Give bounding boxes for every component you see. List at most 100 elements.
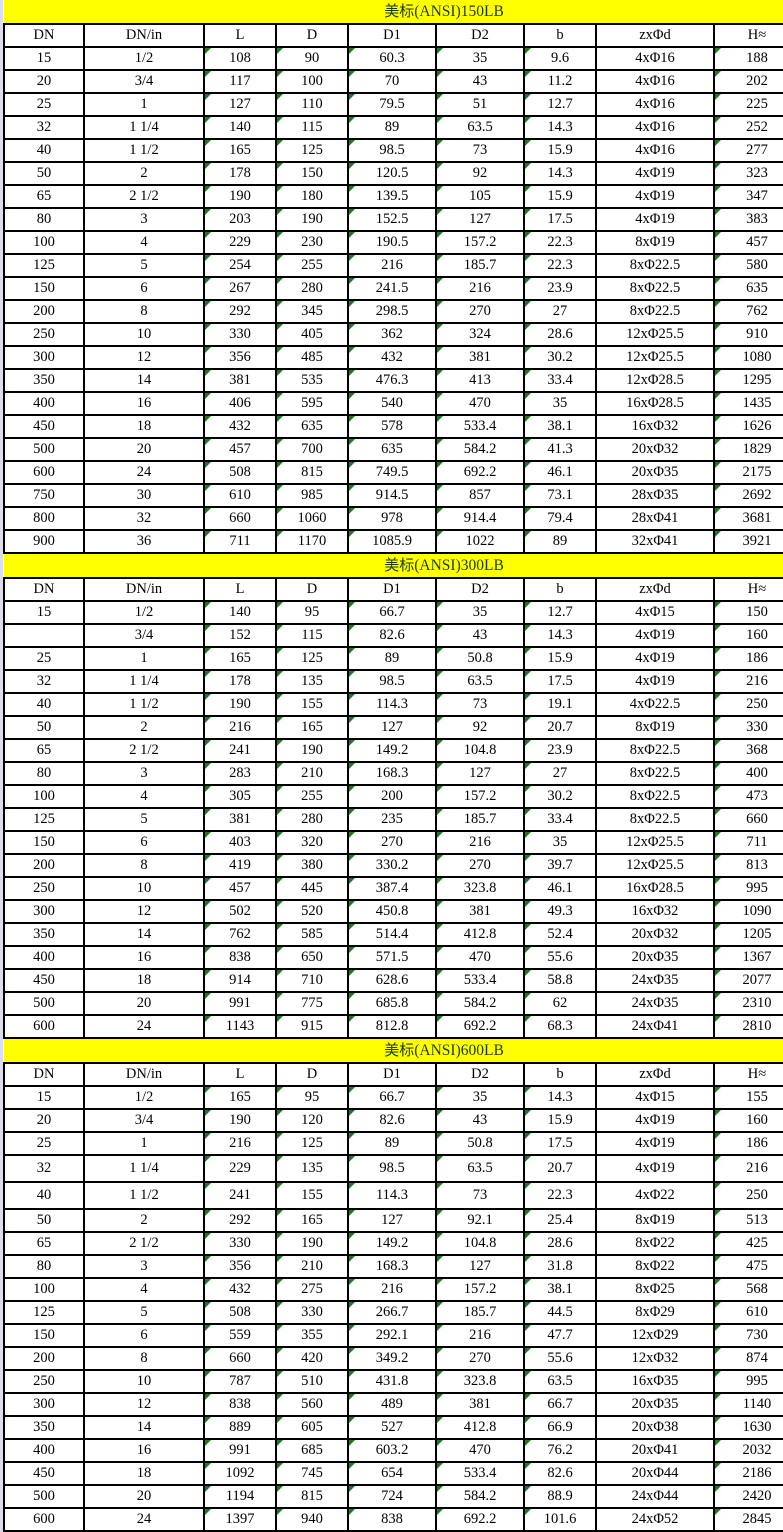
table-cell[interactable]: 1295 [713,368,783,393]
table-cell[interactable]: 35 [435,46,525,71]
table-cell[interactable]: 105 [435,184,525,209]
table-cell[interactable]: 20 [83,437,205,462]
table-cell[interactable]: 190.5 [347,230,437,255]
table-cell[interactable]: 127 [435,761,525,786]
table-cell[interactable]: 5 [83,807,205,832]
table-cell[interactable]: 508 [203,460,277,485]
table-cell[interactable]: 46.1 [523,876,597,901]
table-cell[interactable]: 4xΦ16 [595,46,715,71]
table-cell[interactable]: 692.2 [435,1507,525,1532]
table-cell[interactable]: 1194 [203,1484,277,1509]
table-cell[interactable]: 2 1/2 [83,184,205,209]
table-cell[interactable]: 600 [3,1014,85,1039]
table-cell[interactable]: 4 [83,230,205,255]
table-cell[interactable]: 700 [275,437,349,462]
table-cell[interactable]: 787 [203,1369,277,1394]
table-cell[interactable]: 323.8 [435,876,525,901]
table-cell[interactable]: 355 [275,1323,349,1348]
table-cell[interactable]: 1 1/4 [83,1154,205,1183]
table-cell[interactable]: 275 [275,1277,349,1302]
table-cell[interactable]: 44.5 [523,1300,597,1325]
table-cell[interactable]: 17.5 [523,1131,597,1156]
table-cell[interactable]: 8xΦ22.5 [595,807,715,832]
table-cell[interactable]: 20xΦ32 [595,922,715,947]
table-cell[interactable]: 4xΦ19 [595,669,715,694]
table-cell[interactable]: 120.5 [347,161,437,186]
table-cell[interactable]: 115 [275,623,349,648]
table-cell[interactable]: 60.3 [347,46,437,71]
table-cell[interactable]: 10 [83,1369,205,1394]
table-cell[interactable]: 838 [203,945,277,970]
table-cell[interactable]: 70 [347,69,437,94]
table-cell[interactable]: 654 [347,1461,437,1486]
table-cell[interactable]: 3 [83,761,205,786]
table-cell[interactable]: 585 [275,922,349,947]
table-cell[interactable]: 15 [3,46,85,71]
table-cell[interactable]: 33.4 [523,807,597,832]
table-cell[interactable]: 400 [3,1438,85,1463]
table-cell[interactable]: 22.3 [523,253,597,278]
table-cell[interactable]: 995 [713,876,783,901]
table-cell[interactable]: 36 [83,529,205,554]
table-cell[interactable]: 127 [347,1208,437,1233]
table-cell[interactable]: 125 [3,1300,85,1325]
table-cell[interactable]: 724 [347,1484,437,1509]
table-cell[interactable]: 46.1 [523,460,597,485]
table-cell[interactable]: 750 [3,483,85,508]
table-cell[interactable]: 350 [3,1415,85,1440]
table-cell[interactable]: 470 [435,1438,525,1463]
table-cell[interactable]: 65 [3,1231,85,1256]
table-cell[interactable]: 800 [3,506,85,531]
table-cell[interactable]: 216 [203,715,277,740]
table-cell[interactable]: 1626 [713,414,783,439]
table-cell[interactable]: 1 1/2 [83,1181,205,1210]
table-cell[interactable]: 292 [203,1208,277,1233]
table-cell[interactable]: 508 [203,1300,277,1325]
table-cell[interactable]: 10 [83,876,205,901]
table-cell[interactable]: 250 [3,322,85,347]
table-cell[interactable]: 914.5 [347,483,437,508]
table-cell[interactable]: 12xΦ28.5 [595,368,715,393]
table-cell[interactable]: 1/2 [83,1085,205,1110]
table-cell[interactable]: 216 [347,253,437,278]
table-cell[interactable]: 3/4 [83,623,205,648]
table-cell[interactable]: 8xΦ22.5 [595,738,715,763]
table-cell[interactable]: 155 [275,692,349,717]
table-cell[interactable]: 98.5 [347,138,437,163]
table-cell[interactable]: 200 [3,1346,85,1371]
table-cell[interactable]: 277 [713,138,783,163]
table-cell[interactable]: 412.8 [435,922,525,947]
table-cell[interactable]: 270 [435,1346,525,1371]
table-cell[interactable]: 157.2 [435,1277,525,1302]
table-cell[interactable]: 300 [3,1392,85,1417]
table-cell[interactable]: 381 [435,1392,525,1417]
table-cell[interactable]: 216 [713,669,783,694]
table-cell[interactable]: 4xΦ16 [595,92,715,117]
table-cell[interactable]: 280 [275,276,349,301]
table-cell[interactable]: 80 [3,207,85,232]
table-cell[interactable]: 15.9 [523,138,597,163]
table-cell[interactable]: 4xΦ19 [595,623,715,648]
table-cell[interactable]: 4xΦ19 [595,161,715,186]
table-cell[interactable]: 330 [275,1300,349,1325]
table-cell[interactable]: 25.4 [523,1208,597,1233]
table-cell[interactable]: 838 [203,1392,277,1417]
table-cell[interactable]: 117 [203,69,277,94]
table-cell[interactable]: 80 [3,761,85,786]
table-cell[interactable]: 387.4 [347,876,437,901]
table-cell[interactable]: 3/4 [83,1108,205,1133]
table-cell[interactable]: 104.8 [435,1231,525,1256]
table-cell[interactable]: 165 [203,646,277,671]
table-cell[interactable]: 50 [3,1208,85,1233]
table-cell[interactable]: 381 [435,345,525,370]
table-cell[interactable]: 857 [435,483,525,508]
table-cell[interactable]: 473 [713,784,783,809]
table-cell[interactable]: 65 [3,738,85,763]
table-cell[interactable]: 1080 [713,345,783,370]
table-cell[interactable]: 200 [3,853,85,878]
table-cell[interactable]: 40 [3,692,85,717]
table-cell[interactable]: 584.2 [435,437,525,462]
table-cell[interactable]: 300 [3,345,85,370]
table-cell[interactable]: 8xΦ22.5 [595,761,715,786]
table-cell[interactable]: 92 [435,715,525,740]
